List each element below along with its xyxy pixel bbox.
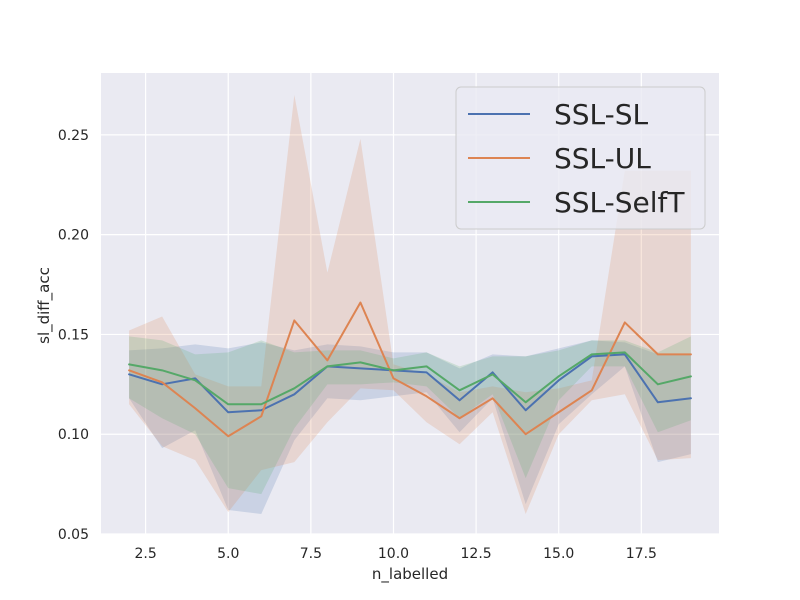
legend: SSL-SL SSL-UL SSL-SelfT <box>455 86 706 230</box>
x-tick-label: 2.5 <box>134 546 156 562</box>
series-line-ssl-selft <box>128 351 692 406</box>
y-tick-label: 0.05 <box>58 527 89 543</box>
legend-label: SSL-UL <box>554 142 651 175</box>
y-tick-label: 0.10 <box>58 427 89 443</box>
series-line-ssl-sl <box>128 353 692 414</box>
series-line-ssl-ul <box>128 301 692 438</box>
confidence-band-ssl-ul <box>129 94 691 515</box>
x-axis-label: n_labelled <box>372 565 448 584</box>
legend-label: SSL-SelfT <box>554 186 685 219</box>
x-tick-label: 10.0 <box>378 546 409 562</box>
y-tick-label: 0.20 <box>58 228 89 244</box>
y-axis-label: sl_diff_acc <box>35 267 54 344</box>
x-tick-label: 7.5 <box>300 546 322 562</box>
y-tick-label: 0.25 <box>58 128 89 144</box>
x-tick-label: 15.0 <box>543 546 574 562</box>
confidence-band-ssl-selft <box>129 336 691 495</box>
series-lines <box>128 301 692 438</box>
x-tick-label: 17.5 <box>626 546 657 562</box>
y-axis-ticks: 0.05 0.10 0.15 0.20 0.25 <box>58 128 89 543</box>
legend-box <box>455 86 706 230</box>
legend-label: SSL-SL <box>554 98 649 131</box>
x-tick-label: 5.0 <box>217 546 239 562</box>
x-tick-label: 12.5 <box>461 546 492 562</box>
y-tick-label: 0.15 <box>58 327 89 343</box>
x-axis-ticks: 2.5 5.0 7.5 10.0 12.5 15.0 17.5 <box>134 546 656 562</box>
